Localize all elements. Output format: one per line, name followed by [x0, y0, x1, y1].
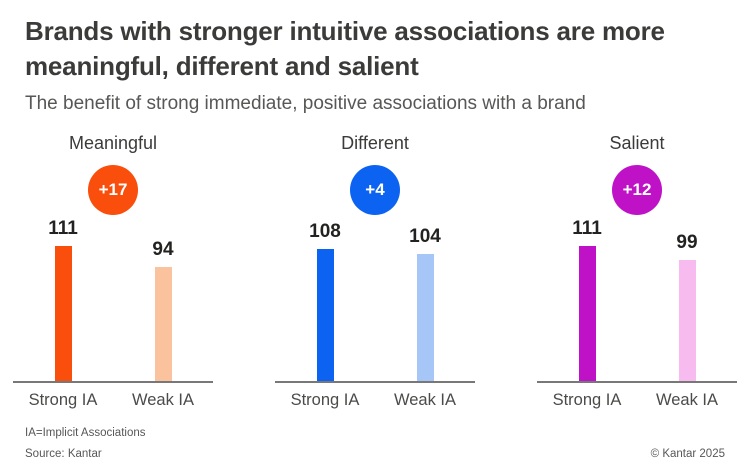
- plot-area: 111 99: [537, 215, 737, 384]
- bar-column-weak: 104: [375, 215, 475, 382]
- chart-group-different: Different +4 108 104 Strong IA Weak IA: [275, 133, 475, 410]
- bar-strong: [54, 245, 72, 382]
- bar-weak: [154, 266, 172, 382]
- category-labels: Strong IA Weak IA: [13, 391, 213, 410]
- bar-value-label: 99: [676, 232, 698, 254]
- bar-weak: [416, 254, 434, 382]
- footer: IA=Implicit Associations Source: Kantar …: [0, 423, 750, 465]
- chart-group-salient: Salient +12 111 99 Strong IA Weak IA: [537, 133, 737, 410]
- category-label-strong: Strong IA: [290, 391, 360, 410]
- header: Brands with stronger intuitive associati…: [0, 0, 750, 115]
- group-title: Salient: [609, 133, 665, 154]
- copyright-note: © Kantar 2025: [650, 448, 725, 461]
- bar-value-label: 108: [309, 221, 341, 243]
- bar-column-strong: 111: [537, 215, 637, 382]
- category-label-weak: Weak IA: [131, 391, 195, 410]
- group-title: Meaningful: [68, 133, 158, 154]
- group-title: Different: [341, 133, 409, 154]
- bar-strong: [578, 245, 596, 382]
- source-note: Source: Kantar: [25, 448, 102, 461]
- page-title: Brands with stronger intuitive associati…: [25, 16, 665, 82]
- diff-badge: +12: [612, 165, 662, 216]
- category-labels: Strong IA Weak IA: [275, 391, 475, 410]
- bar-value-label: 94: [152, 238, 174, 260]
- bar-weak: [678, 260, 696, 382]
- bar-value-label: 104: [409, 226, 441, 248]
- bar-column-weak: 94: [113, 215, 213, 382]
- plot-area: 111 94: [13, 215, 213, 384]
- page-subtitle: The benefit of strong immediate, positiv…: [25, 93, 586, 115]
- abbreviation-note: IA=Implicit Associations: [25, 427, 146, 440]
- category-label-weak: Weak IA: [655, 391, 719, 410]
- charts-row: Meaningful +17 111 94 Strong IA Weak IA …: [0, 133, 750, 410]
- bar-column-strong: 108: [275, 215, 375, 382]
- bar-column-weak: 99: [637, 215, 737, 382]
- bar-column-strong: 111: [13, 215, 113, 382]
- plot-area: 108 104: [275, 215, 475, 384]
- category-labels: Strong IA Weak IA: [537, 391, 737, 410]
- bar-strong: [316, 249, 334, 382]
- footer-notes: IA=Implicit Associations Source: Kantar: [25, 423, 145, 465]
- bar-value-label: 111: [572, 217, 602, 239]
- category-label-weak: Weak IA: [393, 391, 457, 410]
- category-label-strong: Strong IA: [28, 391, 98, 410]
- category-label-strong: Strong IA: [552, 391, 622, 410]
- diff-badge: +17: [88, 165, 138, 216]
- chart-group-meaningful: Meaningful +17 111 94 Strong IA Weak IA: [13, 133, 213, 410]
- diff-badge: +4: [350, 165, 400, 216]
- bar-value-label: 111: [48, 217, 78, 239]
